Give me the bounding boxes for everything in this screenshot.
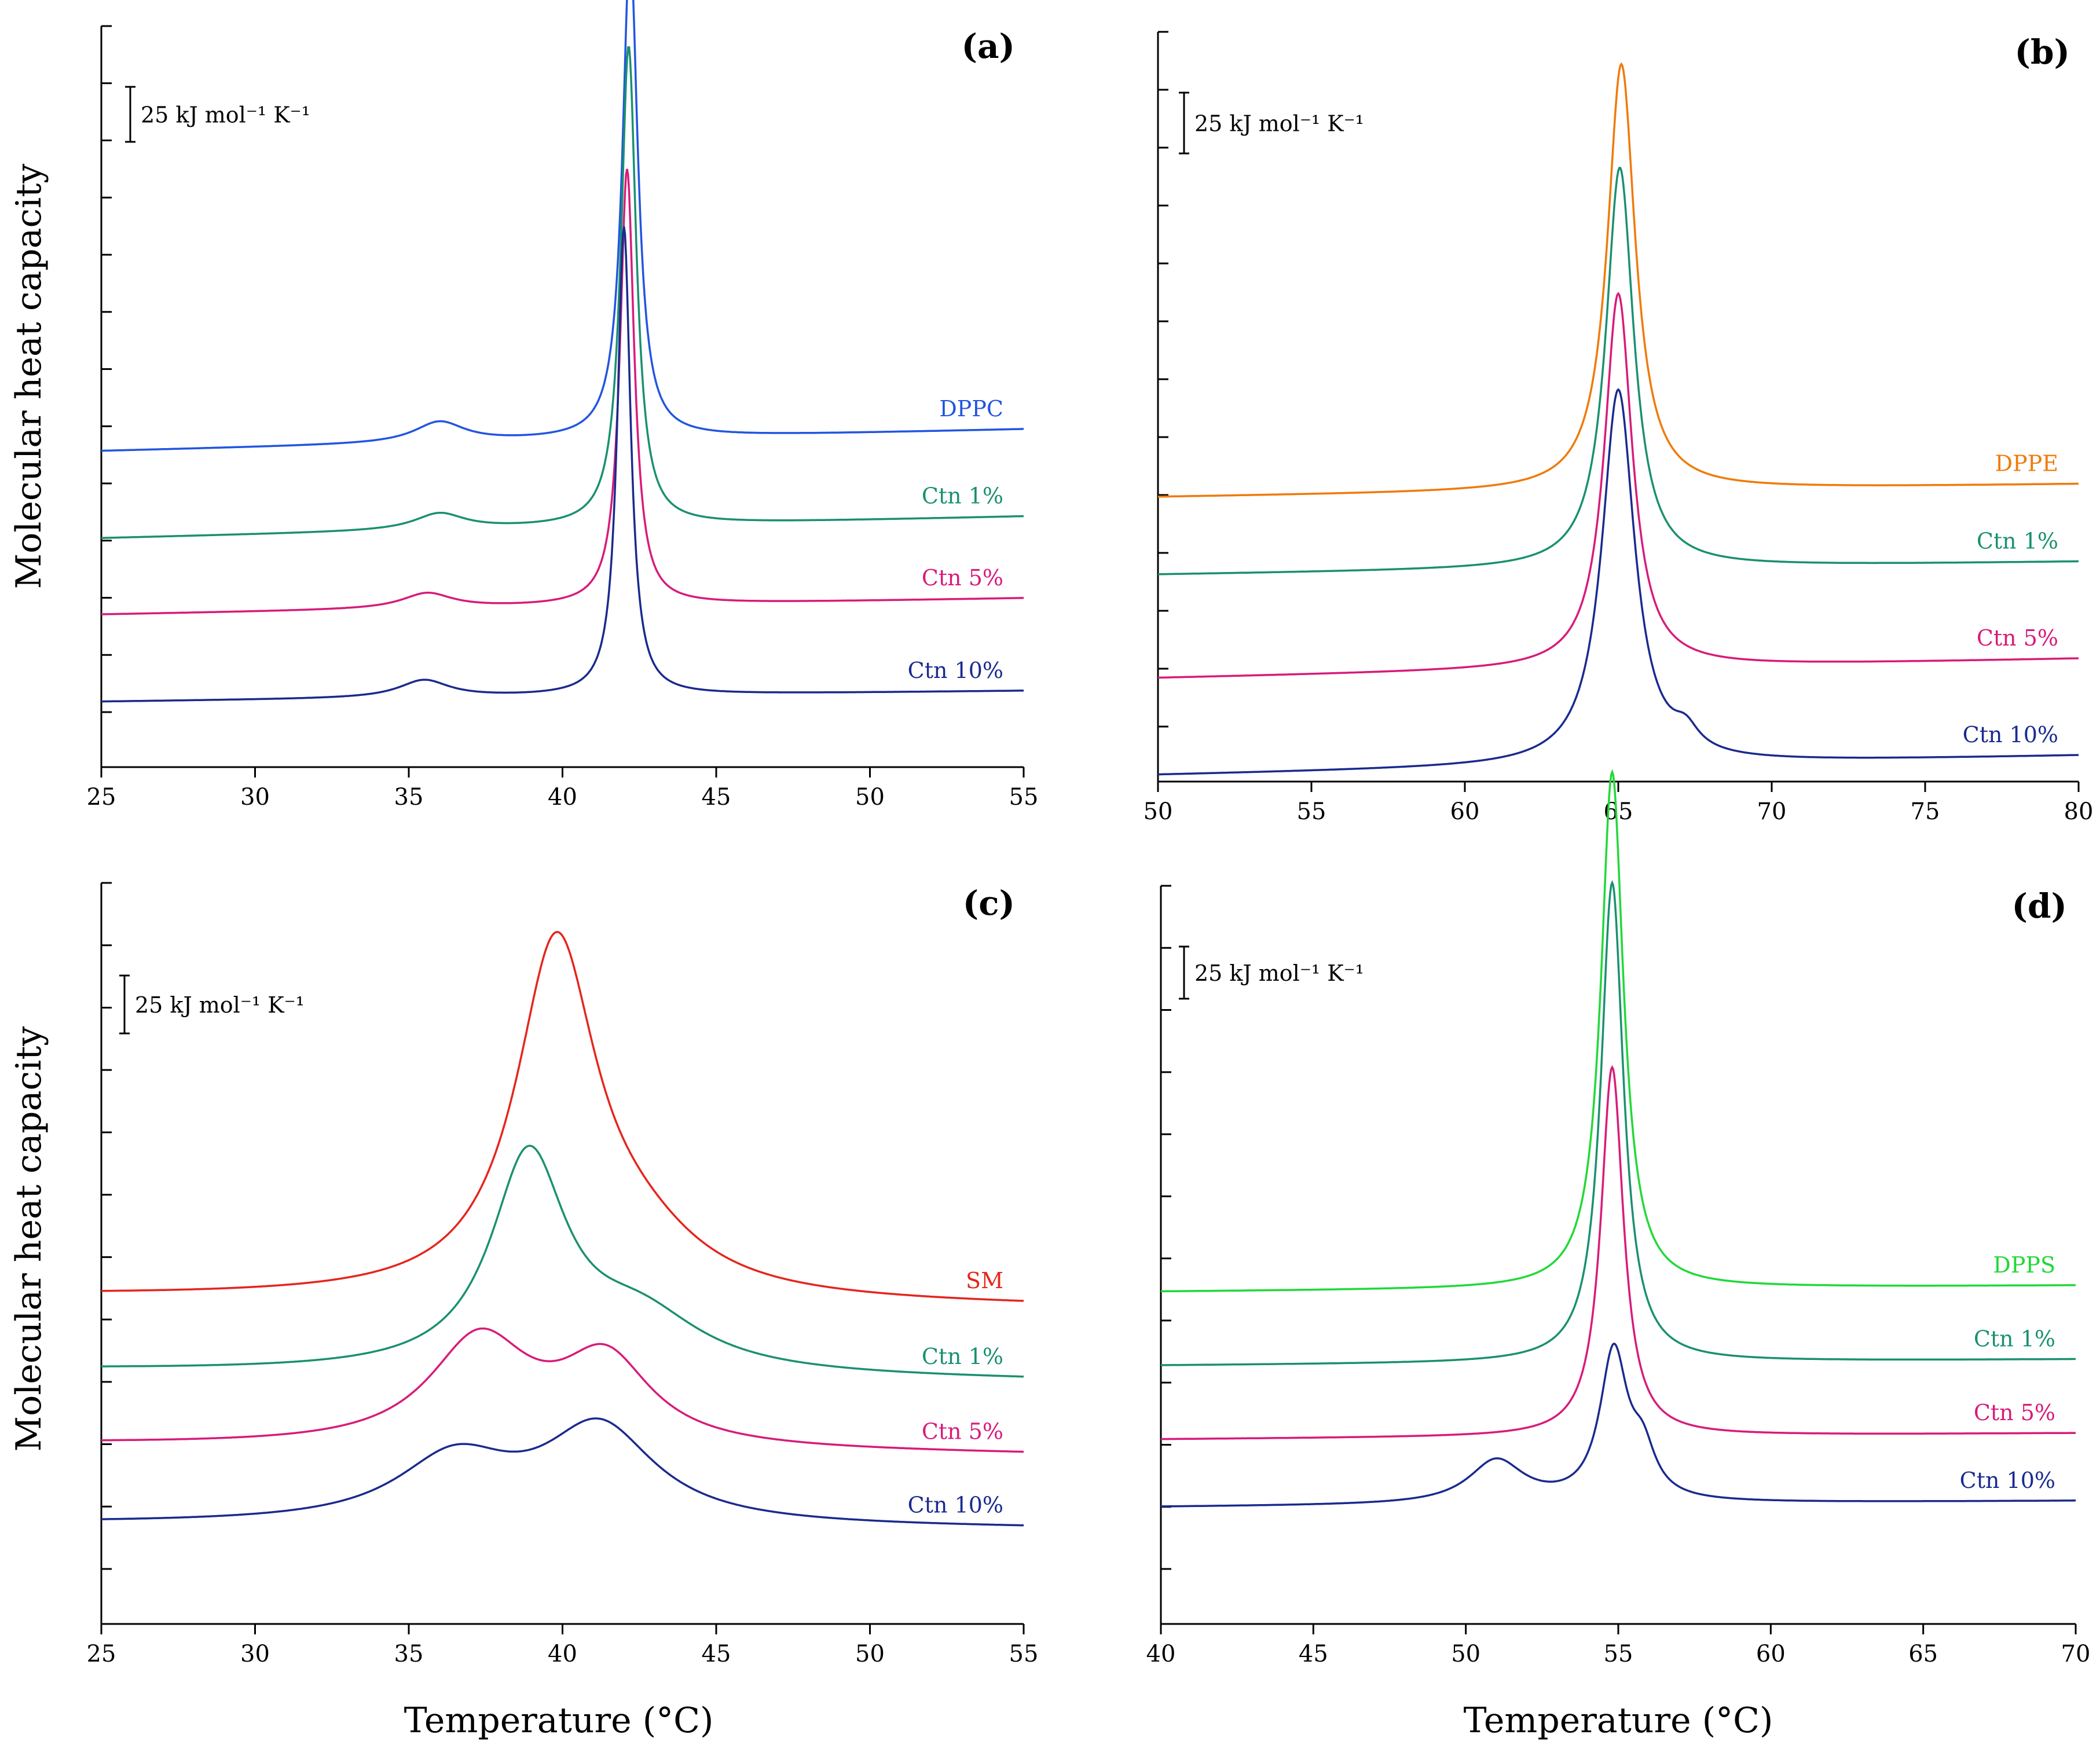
series-label: Ctn 5% bbox=[922, 1419, 1003, 1444]
x-tick-label: 75 bbox=[1911, 798, 1940, 825]
series-label: SM bbox=[966, 1268, 1003, 1293]
x-tick-label: 45 bbox=[702, 1641, 731, 1667]
panel-d: 40 45 50 55 60 65 70 (d) 25 kJ mol⁻¹ K⁻¹ DPPS Ctn … bbox=[1146, 769, 2091, 1667]
x-tick-label: 55 bbox=[1009, 1641, 1039, 1667]
series-line bbox=[101, 46, 1024, 539]
series-line bbox=[101, 226, 1024, 703]
panel-label: (d) bbox=[2012, 886, 2067, 926]
panel-b: 50 55 60 65 70 75 80(b)25 kJ mol⁻¹ K⁻¹DPPECtn … bbox=[1144, 31, 2094, 825]
x-tick-label: 50 bbox=[1144, 798, 1173, 825]
panel-label: (c) bbox=[963, 883, 1015, 923]
x-tick-label: 70 bbox=[1757, 798, 1787, 825]
x-tick-label: 25 bbox=[87, 1641, 116, 1667]
series-line bbox=[1160, 1342, 2076, 1508]
panel-label: (b) bbox=[2015, 32, 2070, 72]
x-axis-title-left: Temperature (°C) bbox=[404, 1700, 714, 1741]
scale-bar-label: 25 kJ mol⁻¹ K⁻¹ bbox=[135, 992, 305, 1018]
series-line bbox=[1160, 1065, 2076, 1440]
x-tick-label: 25 bbox=[87, 784, 116, 811]
x-tick-label: 35 bbox=[394, 1641, 424, 1667]
x-tick-label: 55 bbox=[1009, 784, 1039, 811]
x-tick-label: 30 bbox=[240, 784, 270, 811]
x-tick-label: 60 bbox=[1450, 798, 1480, 825]
series-line bbox=[1158, 62, 2079, 498]
series-label: Ctn 1% bbox=[922, 1344, 1003, 1369]
x-tick-label: 60 bbox=[1756, 1641, 1786, 1667]
x-tick-label: 40 bbox=[548, 1641, 577, 1667]
series-label: Ctn 10% bbox=[908, 658, 1003, 683]
series-line bbox=[1158, 292, 2079, 679]
scale-bar-label: 25 kJ mol⁻¹ K⁻¹ bbox=[1194, 111, 1364, 137]
series-label: Ctn 1% bbox=[1974, 1326, 2055, 1351]
series-line bbox=[101, 931, 1024, 1302]
series-line bbox=[101, 168, 1024, 615]
panel-label: (a) bbox=[962, 27, 1015, 66]
series-label: Ctn 10% bbox=[908, 1493, 1003, 1518]
scale-bar-label: 25 kJ mol⁻¹ K⁻¹ bbox=[1194, 960, 1364, 986]
series-label: Ctn 10% bbox=[1960, 1468, 2055, 1493]
x-tick-label: 40 bbox=[548, 784, 577, 811]
x-tick-label: 45 bbox=[702, 784, 731, 811]
panel-a: 25 30 35 40 45 50 55 (a) 25 kJ mol⁻¹ K⁻¹ DPPC Ctn … bbox=[87, 0, 1039, 811]
series-label: Ctn 1% bbox=[922, 483, 1003, 509]
x-tick-label: 50 bbox=[1451, 1641, 1480, 1667]
series-line bbox=[1161, 879, 2076, 1366]
x-tick-label: 45 bbox=[1299, 1641, 1328, 1667]
series-label: Ctn 5% bbox=[1977, 625, 2058, 651]
x-tick-label: 50 bbox=[855, 1641, 885, 1667]
y-axis-title-bottom: Molecular heat capacity bbox=[9, 1026, 49, 1452]
series-label: Ctn 5% bbox=[1974, 1400, 2055, 1425]
series-label: DPPS bbox=[1993, 1252, 2055, 1278]
series-label: DPPE bbox=[1995, 450, 2058, 476]
series-line bbox=[101, 1145, 1024, 1378]
series-line bbox=[101, 1327, 1024, 1453]
series-line bbox=[101, 1417, 1024, 1527]
x-tick-label: 70 bbox=[2061, 1641, 2091, 1667]
series-label: Ctn 1% bbox=[1977, 528, 2058, 553]
series-label: DPPC bbox=[939, 396, 1003, 421]
series-line bbox=[101, 0, 1024, 452]
x-tick-label: 35 bbox=[394, 784, 424, 811]
series-label: Ctn 5% bbox=[922, 565, 1003, 591]
series-line bbox=[1158, 388, 2079, 776]
series-line bbox=[1158, 167, 2079, 575]
series-label: Ctn 10% bbox=[1963, 722, 2058, 747]
x-tick-label: 30 bbox=[240, 1641, 270, 1667]
x-tick-label: 80 bbox=[2064, 798, 2094, 825]
panel-c: 25 30 35 40 45 50 55 (c) 25 kJ mol⁻¹ K⁻¹ SM Ctn 1%… bbox=[87, 882, 1039, 1667]
x-tick-label: 55 bbox=[1297, 798, 1326, 825]
x-tick-label: 65 bbox=[1908, 1641, 1938, 1667]
x-tick-label: 55 bbox=[1604, 1641, 1633, 1667]
x-tick-label: 40 bbox=[1146, 1641, 1176, 1667]
x-axis-title-right: Temperature (°C) bbox=[1464, 1700, 1773, 1741]
x-tick-label: 50 bbox=[855, 784, 885, 811]
series-line bbox=[1161, 769, 2076, 1293]
scale-bar-label: 25 kJ mol⁻¹ K⁻¹ bbox=[141, 102, 310, 128]
y-axis-title-top: Molecular heat capacity bbox=[9, 164, 49, 589]
